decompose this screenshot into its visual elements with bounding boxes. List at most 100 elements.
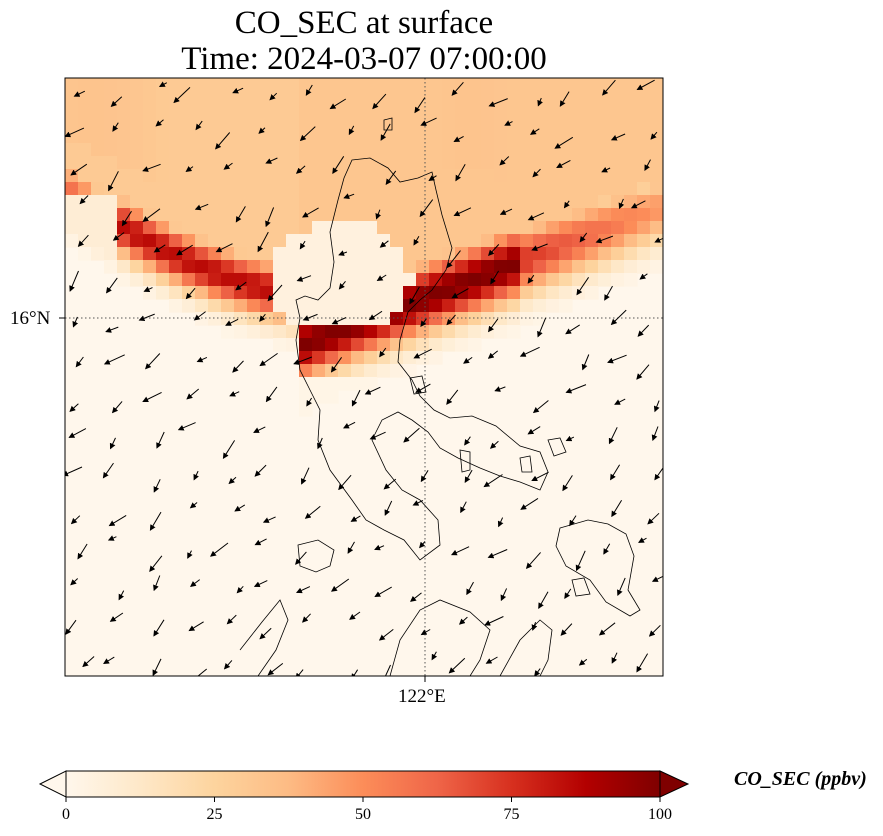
colorbar-tick-label: 50 (355, 806, 371, 823)
field-cell (143, 273, 157, 287)
field-cell (130, 260, 144, 274)
field-cell (429, 117, 443, 131)
field-cell (416, 338, 430, 352)
field-cell (117, 234, 131, 248)
field-cell (182, 221, 196, 235)
field-cell (195, 156, 209, 170)
wind-vector-arrow (152, 658, 162, 676)
field-cell (468, 156, 482, 170)
field-cell (351, 182, 365, 196)
field-cell (377, 91, 391, 105)
field-cell (520, 247, 534, 261)
field-cell (572, 182, 586, 196)
field-cell (260, 221, 274, 235)
field-cell (338, 221, 352, 235)
wind-vector-arrow (103, 656, 115, 665)
wind-vector-arrow (107, 535, 117, 541)
field-cell (624, 195, 638, 209)
field-cell (91, 169, 105, 183)
field-cell (91, 208, 105, 222)
field-cell (403, 91, 417, 105)
field-cell (273, 299, 287, 313)
field-cell (637, 169, 651, 183)
wind-vector-arrow (455, 164, 466, 182)
field-cell (390, 117, 404, 131)
field-cell (507, 156, 521, 170)
field-cell (351, 234, 365, 248)
field-cell (572, 169, 586, 183)
field-cell (390, 299, 404, 313)
field-cell (364, 208, 378, 222)
field-cell (130, 182, 144, 196)
wind-vector-arrow (158, 81, 168, 87)
field-cell (117, 91, 131, 105)
wind-vector-arrow (383, 478, 397, 490)
field-cell (637, 143, 651, 157)
wind-vector-arrow (611, 499, 623, 518)
wind-vector-arrow (529, 128, 540, 135)
field-cell (195, 208, 209, 222)
wind-vector-arrow (105, 326, 119, 333)
field-cell (481, 221, 495, 235)
field-cell (169, 104, 183, 118)
wind-vector-arrow (595, 235, 614, 244)
wind-vector-arrow (376, 274, 387, 282)
field-cell (273, 260, 287, 274)
field-cell (403, 273, 417, 287)
field-cell (650, 156, 663, 170)
field-cell (416, 182, 430, 196)
field-cell (520, 260, 534, 274)
field-cell (494, 221, 508, 235)
field-cell (351, 104, 365, 118)
field-cell (390, 195, 404, 209)
field-cell (546, 286, 560, 300)
field-cell (494, 78, 508, 92)
wind-vector-arrow (103, 354, 125, 365)
field-cell (65, 221, 79, 235)
wind-vector-arrow (262, 516, 276, 523)
field-cell (390, 247, 404, 261)
field-cell (403, 117, 417, 131)
field-cell (481, 143, 495, 157)
field-cell (338, 78, 352, 92)
field-cell (416, 156, 430, 170)
field-cell (624, 78, 638, 92)
field-cell (247, 273, 261, 287)
field-cell (195, 169, 209, 183)
wind-vector-arrow (563, 200, 570, 209)
field-cell (221, 299, 235, 313)
field-cell (533, 91, 547, 105)
wind-vector-arrow (374, 544, 385, 551)
wind-vector-arrow (79, 195, 89, 205)
field-cell (143, 78, 157, 92)
field-cell (507, 312, 521, 326)
wind-vector-arrow (253, 426, 266, 433)
field-cell (429, 104, 443, 118)
field-cell (195, 221, 209, 235)
field-cell (234, 286, 248, 300)
wind-vector-arrow (194, 203, 209, 211)
field-cell (286, 234, 300, 248)
wind-vector-arrow (648, 624, 661, 637)
field-cell (182, 195, 196, 209)
field-cell (195, 78, 209, 92)
field-cell (572, 143, 586, 157)
field-cell (143, 221, 157, 235)
field-cell (416, 208, 430, 222)
field-cell (572, 104, 586, 118)
field-cell (377, 130, 391, 144)
field-cell (364, 78, 378, 92)
plot-title-line-1: CO_SEC at surface (234, 5, 494, 41)
field-cell (364, 247, 378, 261)
field-cell (208, 247, 222, 261)
field-cell (442, 260, 456, 274)
wind-vector-arrow (329, 98, 347, 110)
field-cell (546, 221, 560, 235)
field-cell (182, 104, 196, 118)
field-cell (312, 286, 326, 300)
wind-vector-arrow (420, 629, 431, 636)
field-cell (650, 91, 663, 105)
wind-vector-arrow (494, 386, 506, 392)
field-cell (221, 169, 235, 183)
